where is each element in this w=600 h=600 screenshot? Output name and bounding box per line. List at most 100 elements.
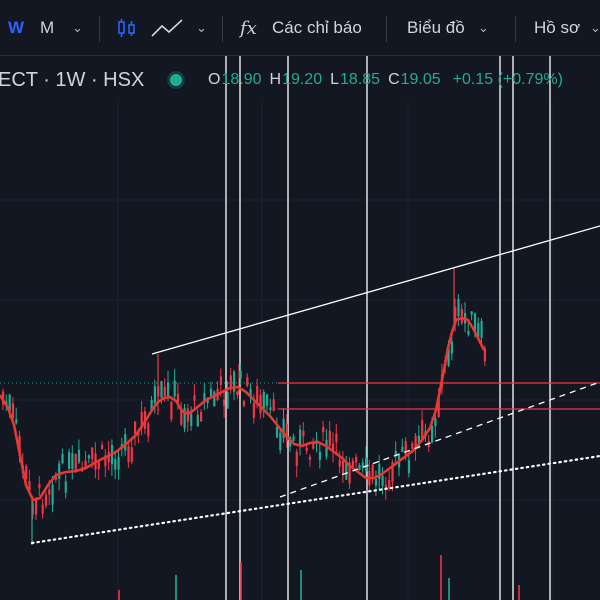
candle-body	[71, 453, 74, 469]
vertical-lines	[225, 56, 551, 600]
high-value: 19.20	[282, 71, 323, 88]
candle-body	[233, 371, 236, 392]
candle-body	[11, 403, 15, 419]
candle-body	[58, 463, 61, 479]
candle-body	[176, 393, 180, 403]
candle-body	[124, 434, 127, 451]
interval-dropdown-chevron-icon[interactable]: ⌄	[72, 20, 83, 35]
chart-menu-button[interactable]: Biểu đồ	[407, 18, 465, 37]
candle-body	[25, 466, 28, 479]
candle-body	[411, 443, 414, 449]
interval-week-button[interactable]: W	[8, 18, 25, 37]
candle-body	[275, 426, 279, 438]
candle-body	[249, 388, 252, 398]
candle-body	[239, 370, 242, 379]
candle-body	[361, 462, 364, 467]
candle-body	[183, 407, 186, 429]
candle-body	[470, 311, 473, 315]
candle-body	[206, 398, 209, 403]
candle-body	[312, 443, 315, 449]
candle-body	[153, 386, 156, 403]
candle-body	[104, 455, 107, 467]
low-value: 18.85	[340, 71, 381, 88]
trendline-solid	[151, 225, 600, 355]
candle-body	[114, 459, 117, 470]
candle-body	[272, 399, 275, 412]
profile-button[interactable]: Hồ sơ	[534, 18, 581, 37]
candle-body	[236, 391, 239, 396]
top-toolbar: W M ⌄ ⌄ fx Các chỉ báo Biểu đồ ⌄ Hồ sơ ⌄	[0, 0, 600, 56]
chart-menu-chevron-icon[interactable]: ⌄	[478, 20, 489, 35]
candle-body	[454, 307, 457, 326]
candle-body	[338, 459, 341, 467]
candle-body	[203, 393, 206, 403]
candle-body	[384, 484, 387, 488]
trendline-dotted	[30, 454, 600, 545]
profile-chevron-icon[interactable]: ⌄	[590, 20, 600, 35]
candle-body	[417, 435, 420, 447]
candle-body	[97, 461, 100, 470]
candle-body	[421, 420, 424, 441]
candle-body	[167, 382, 170, 397]
candle-body	[15, 419, 18, 424]
candle-body	[61, 453, 64, 464]
candle-body	[302, 431, 305, 437]
toolbar-divider	[99, 16, 100, 42]
candle-body	[223, 399, 226, 406]
candle-body	[483, 348, 486, 362]
candle-body	[68, 451, 71, 470]
candle-body	[209, 388, 213, 397]
candle-body	[467, 330, 470, 335]
indicators-fx-icon[interactable]: fx	[240, 17, 257, 39]
chart-legend: ECT · 1W · HSX O 18.90 H 19.20 L 18.85 C 19.…	[0, 62, 600, 98]
candle-body	[74, 454, 77, 473]
candle-body	[473, 313, 477, 334]
candle-body	[256, 386, 259, 404]
candle-body	[401, 446, 404, 453]
candle-body	[196, 414, 199, 427]
symbol-title[interactable]: ECT · 1W · HSX	[0, 68, 145, 91]
candle-body	[285, 423, 288, 441]
candle-body	[140, 411, 143, 429]
candle-body	[127, 446, 130, 463]
candle-body	[160, 381, 163, 398]
candle-body	[101, 444, 104, 450]
candle-body	[431, 425, 434, 443]
candle-body	[365, 457, 368, 472]
candle-body	[226, 391, 229, 409]
indicators-button[interactable]: Các chỉ báo	[272, 18, 362, 37]
candle-body	[64, 481, 67, 493]
candle-body	[341, 460, 345, 474]
candle-body	[91, 447, 94, 460]
candle-body	[299, 429, 302, 446]
candle-body	[318, 451, 321, 461]
candle-body	[381, 475, 384, 486]
volume-bar	[518, 585, 520, 600]
chart-type-chevron-icon[interactable]: ⌄	[196, 20, 207, 35]
line-chart-icon[interactable]	[150, 0, 184, 56]
candle-body	[374, 478, 378, 486]
candle-body	[308, 456, 312, 460]
volume-bar	[240, 562, 242, 600]
moving-average-line	[0, 316, 486, 502]
candle-body	[477, 323, 480, 338]
horizontal-levels	[0, 382, 600, 410]
candle-body	[332, 443, 335, 451]
low-key: L	[330, 71, 340, 88]
candle-body	[87, 455, 90, 459]
candle-body	[28, 481, 31, 491]
candle-body	[18, 435, 21, 456]
candle-body	[170, 401, 173, 420]
trendline-dashed	[279, 381, 600, 498]
candle-body	[150, 399, 153, 411]
candle-body	[279, 432, 282, 451]
interval-month-button[interactable]: M	[40, 18, 55, 37]
candle-body	[173, 380, 176, 397]
candle-body	[371, 464, 374, 477]
chart-grid	[0, 100, 600, 600]
candle-body	[404, 441, 407, 456]
candles-icon[interactable]	[116, 0, 138, 56]
candle-body	[325, 439, 328, 457]
candlesticks	[2, 268, 486, 545]
